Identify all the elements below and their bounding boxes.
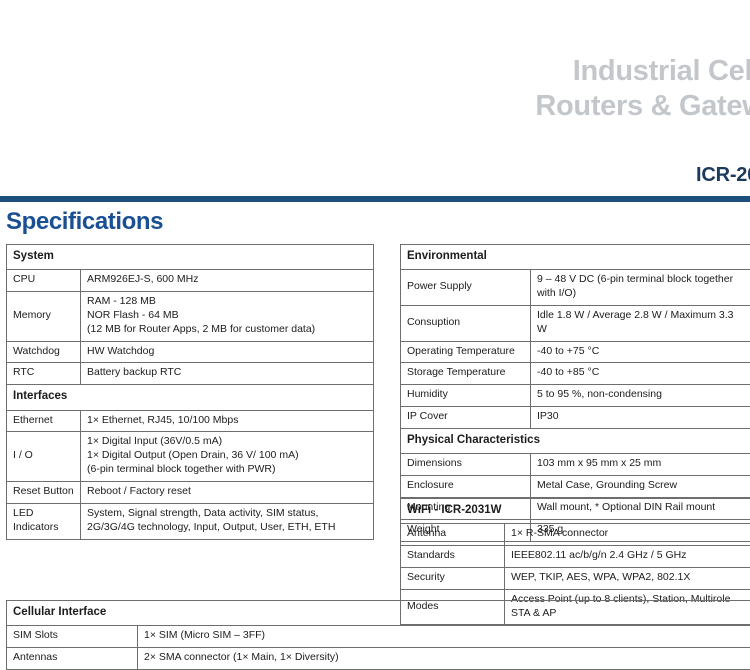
table-cell-value: 1× Digital Input (36V/0.5 mA) 1× Digital… <box>81 432 374 482</box>
table-cell-label: Humidity <box>401 385 531 407</box>
table-cell-label: Security <box>401 567 505 589</box>
table-cell-label: Antennas <box>7 648 138 670</box>
page-title: Specifications <box>6 208 163 236</box>
page-header: Industrial Cellular Routers & Gateways I… <box>0 0 750 195</box>
table-group-header-row: Interfaces <box>7 385 374 410</box>
table-cell-value: WEP, TKIP, AES, WPA, WPA2, 802.1X <box>505 567 750 589</box>
table-cell-label: Power Supply <box>401 270 531 306</box>
table-cell-value: RAM - 128 MB NOR Flash - 64 MB (12 MB fo… <box>81 292 374 342</box>
table-cell-label: Standards <box>401 546 505 568</box>
table-cell-label: Ethernet <box>7 410 81 432</box>
table-cell-value: -40 to +85 °C <box>531 363 750 385</box>
table-cell-label: I / O <box>7 432 81 482</box>
table-cell-value: ARM926EJ-S, 600 MHz <box>81 270 374 292</box>
table-cell-value: IP30 <box>531 407 750 429</box>
table-cell-value: System, Signal strength, Data activity, … <box>81 503 374 539</box>
table-cell-value: IEEE802.11 ac/b/g/n 2.4 GHz / 5 GHz <box>505 546 750 568</box>
table-group-title: Interfaces <box>7 385 374 410</box>
table-group-header-row: WiFi - ICR-2031W <box>401 499 750 524</box>
table-group-title: System <box>7 245 374 270</box>
model-code: ICR-2031 <box>0 164 750 187</box>
table-cell-label: IP Cover <box>401 407 531 429</box>
table-cell-value: 103 mm x 95 mm x 25 mm <box>531 454 750 476</box>
table-group-header-row: Cellular Interface <box>7 601 750 626</box>
table-cell-value: 5 to 95 %, non-condensing <box>531 385 750 407</box>
table-group-header-row: Physical Characteristics <box>401 429 750 454</box>
table-cell-value: 1× SIM (Micro SIM – 3FF) <box>138 626 750 648</box>
table-cell-value: Battery backup RTC <box>81 363 374 385</box>
table-cell-label: Storage Temperature <box>401 363 531 385</box>
table-group-title: Environmental <box>401 245 750 270</box>
table-cell-label: Operating Temperature <box>401 341 531 363</box>
table-cell-label: RTC <box>7 363 81 385</box>
table-group-title: Physical Characteristics <box>401 429 750 454</box>
table-cell-label: Watchdog <box>7 341 81 363</box>
table-cell-value: 1× Ethernet, RJ45, 10/100 Mbps <box>81 410 374 432</box>
table-cell-value: 9 – 48 V DC (6-pin terminal block togeth… <box>531 270 750 306</box>
table-cell-label: CPU <box>7 270 81 292</box>
hero-title-line2: Routers & Gateways <box>12 89 750 124</box>
table-cell-label: Enclosure <box>401 476 531 498</box>
table-group-title: WiFi - ICR-2031W <box>401 499 750 524</box>
hero-title-line1: Industrial Cellular <box>573 55 750 87</box>
table-cell-label: Memory <box>7 292 81 342</box>
table-cell-value: Reboot / Factory reset <box>81 481 374 503</box>
table-cell-label: LED Indicators <box>7 503 81 539</box>
table-row: Operating Temperature-40 to +75 °C <box>401 341 750 363</box>
accent-divider-bar <box>0 196 750 202</box>
table-group-title: Cellular Interface <box>7 601 750 626</box>
table-group-header-row: System <box>7 245 374 270</box>
table-cell-value: -40 to +75 °C <box>531 341 750 363</box>
table-cell-value: Metal Case, Grounding Screw <box>531 476 750 498</box>
table-cell-label: Antenna <box>401 524 505 546</box>
table-cell-label: Reset Button <box>7 481 81 503</box>
table-cell-label: Consuption <box>401 305 531 341</box>
table-group-header-row: Environmental <box>401 245 750 270</box>
table-cell-label: Dimensions <box>401 454 531 476</box>
table-cell-value: Idle 1.8 W / Average 2.8 W / Maximum 3.3… <box>531 305 750 341</box>
table-cell-value: 2× SMA connector (1× Main, 1× Diversity) <box>138 648 750 670</box>
table-cell-value: 1× R-SMA connector <box>505 524 750 546</box>
hero-title: Industrial Cellular Routers & Gateways <box>12 54 750 125</box>
table-cell-value: HW Watchdog <box>81 341 374 363</box>
table-cell-label: SIM Slots <box>7 626 138 648</box>
table-row: Storage Temperature-40 to +85 °C <box>401 363 750 385</box>
